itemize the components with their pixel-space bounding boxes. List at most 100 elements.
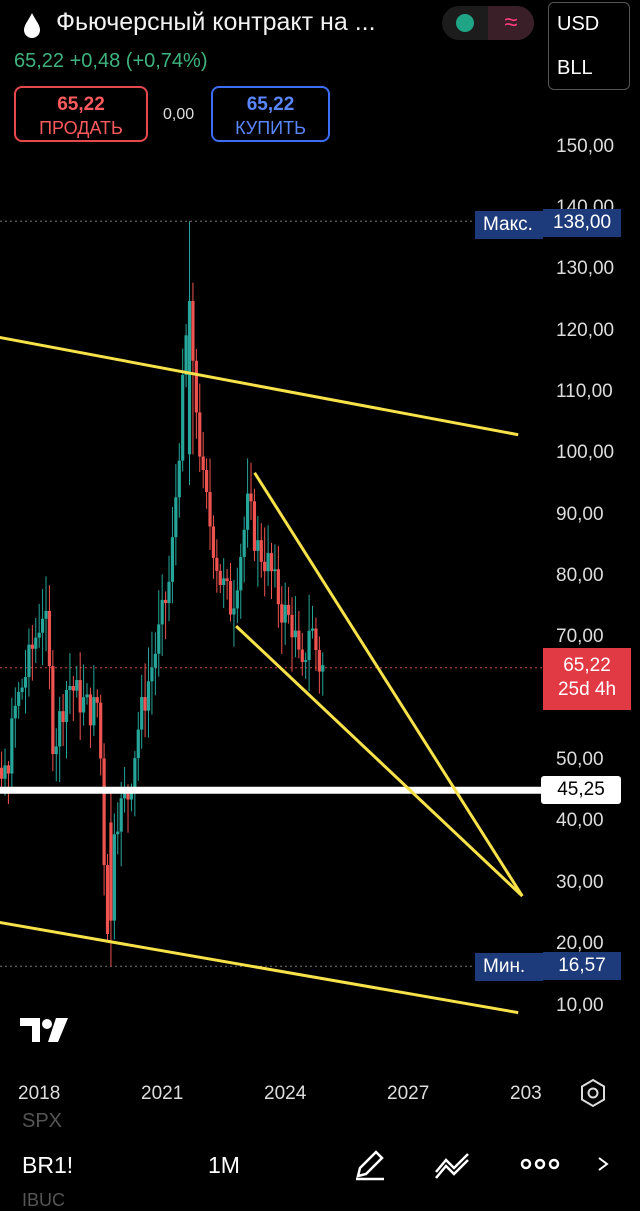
- candle-body: [17, 692, 21, 706]
- currency-unit-selector[interactable]: USD BLL: [548, 2, 630, 90]
- candle-body: [47, 610, 52, 667]
- chevron-right-icon[interactable]: [596, 1156, 610, 1172]
- candle-body: [54, 746, 58, 755]
- candle-body: [119, 798, 123, 832]
- candle-body: [3, 765, 7, 779]
- candle-body: [34, 637, 38, 649]
- candle-body: [64, 689, 69, 722]
- candle-body: [297, 630, 301, 650]
- x-tick-2024: 2024: [264, 1083, 307, 1104]
- candle-body: [23, 677, 28, 688]
- level-line-tag: 45,25: [541, 776, 621, 804]
- candle-body: [225, 578, 229, 582]
- candle-body: [276, 569, 280, 605]
- candle-body: [13, 705, 17, 719]
- candle-body: [10, 718, 14, 774]
- candle-body: [283, 604, 287, 623]
- last-price: 65,22: [14, 50, 65, 72]
- indicators-icon[interactable]: [432, 1146, 474, 1182]
- candle-body: [198, 412, 202, 457]
- candle-body: [160, 599, 164, 625]
- y-tick-label: 20,00: [556, 933, 604, 955]
- candle-body: [290, 614, 294, 638]
- y-tick-label: 150,00: [556, 135, 615, 157]
- candle-body: [187, 300, 192, 455]
- candle-body: [102, 758, 106, 866]
- candle-body: [211, 526, 216, 558]
- candle-body: [266, 553, 270, 572]
- x-tick-2021: 2021: [141, 1083, 184, 1104]
- candle-body: [191, 300, 195, 361]
- candle-body: [242, 529, 246, 557]
- symbol-selector[interactable]: BR1!: [22, 1152, 74, 1178]
- candle-body: [293, 630, 298, 638]
- oil-drop-icon: [24, 13, 40, 38]
- bottom-toolbar: BR1! 1M: [0, 1128, 640, 1200]
- candle-body: [232, 608, 236, 615]
- candle-body: [256, 540, 260, 551]
- buy-button[interactable]: 65,22 КУПИТЬ: [211, 86, 330, 142]
- candle-body: [287, 604, 291, 615]
- candle-body: [252, 501, 257, 551]
- candle-body: [136, 729, 140, 759]
- y-tick-label: 80,00: [556, 565, 604, 587]
- candle-body: [181, 374, 185, 461]
- candle-body: [78, 680, 82, 713]
- candle-body: [112, 834, 116, 921]
- candle-body: [71, 686, 75, 691]
- candle-body: [92, 697, 96, 726]
- candle-body: [133, 758, 137, 792]
- wave-icon: ≈: [488, 6, 534, 40]
- tradingview-logo-icon: [20, 1018, 68, 1042]
- min-tag-value: 16,57: [543, 952, 621, 980]
- candle-body: [208, 492, 212, 527]
- candle-body: [6, 765, 11, 774]
- candle-body: [300, 649, 304, 662]
- y-tick-label: 130,00: [556, 258, 615, 280]
- interval-selector[interactable]: 1M: [208, 1152, 240, 1178]
- candle-body: [174, 497, 178, 538]
- candle-body: [153, 653, 157, 668]
- candle-body: [235, 590, 239, 609]
- candle-body: [116, 831, 120, 835]
- instrument-title[interactable]: Фьючерсный контракт на ...: [56, 8, 376, 36]
- candle-body: [51, 666, 55, 755]
- y-tick-label: 70,00: [556, 626, 604, 648]
- candle-body: [228, 581, 233, 615]
- candle-body: [310, 628, 315, 631]
- sell-button[interactable]: 65,22 ПРОДАТЬ: [14, 86, 148, 142]
- candle-body: [75, 680, 79, 691]
- candle-body: [259, 540, 263, 562]
- candle-body: [157, 624, 161, 654]
- candle-body: [88, 694, 93, 726]
- candle-body: [304, 660, 308, 662]
- sell-price: 65,22: [57, 94, 105, 115]
- x-tick-2027: 2027: [387, 1083, 430, 1104]
- candle-body: [146, 681, 151, 711]
- x-tick-2018: 2018: [18, 1083, 61, 1104]
- y-tick-label: 100,00: [556, 442, 615, 464]
- market-status-toggle[interactable]: ≈: [442, 6, 534, 40]
- bar-countdown: 25d 4h: [557, 679, 617, 700]
- candle-body: [314, 628, 318, 651]
- y-tick-label: 40,00: [556, 810, 604, 832]
- candle-body: [307, 630, 311, 661]
- candle-body: [129, 791, 134, 800]
- market-open-indicator: [442, 6, 488, 40]
- pencil-icon[interactable]: [352, 1146, 388, 1182]
- candle-body: [249, 493, 253, 502]
- candle-body: [20, 687, 24, 693]
- min-tag-label: Мин.: [475, 953, 543, 981]
- candle-body: [27, 644, 31, 678]
- y-tick-label: 50,00: [556, 749, 604, 771]
- max-tag-label: Макс.: [475, 211, 543, 239]
- candle-body: [0, 767, 4, 779]
- more-icon[interactable]: [520, 1154, 560, 1174]
- candle-body: [218, 570, 222, 585]
- candle-body: [321, 665, 325, 672]
- candle-body: [105, 865, 110, 934]
- candle-body: [95, 697, 99, 703]
- trend-line-1: [0, 335, 519, 437]
- chart-settings-icon[interactable]: [578, 1078, 608, 1108]
